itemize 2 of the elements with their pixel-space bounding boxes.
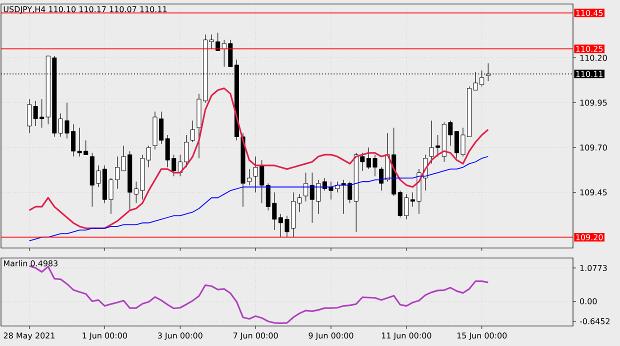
candlestick xyxy=(190,120,195,142)
candlestick xyxy=(304,172,308,202)
